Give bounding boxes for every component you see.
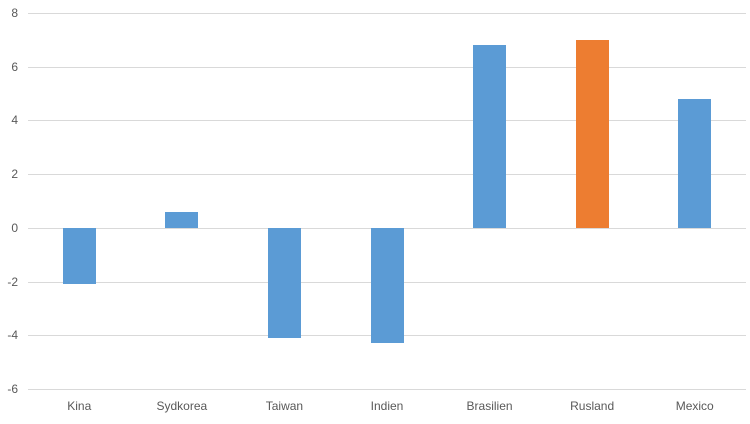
x-axis-category-label: Rusland [570,399,615,413]
gridline [28,13,746,14]
y-axis-tick-label: -4 [7,328,18,343]
y-axis-tick-label: 4 [11,113,18,128]
x-axis-category-label: Mexico [675,399,714,413]
gridline [28,174,746,176]
bar-rusland[interactable] [575,39,609,228]
y-axis-tick-label: 8 [11,6,18,20]
y-axis-tick-label: 2 [11,167,18,182]
bar-sydkorea[interactable] [165,211,199,228]
gridline [28,66,746,68]
bar-kina[interactable] [62,227,96,285]
x-axis-category-label: Brasilien [466,399,513,413]
bar-mexico[interactable] [678,98,712,228]
y-axis-tick-label: 6 [11,59,18,74]
y-axis-tick-label: -6 [7,382,18,396]
x-axis-category-label: Taiwan [265,399,304,413]
y-axis-tick-label: 0 [11,220,18,235]
bar-brasilien[interactable] [473,45,507,228]
x-axis-category-label: Kina [67,399,92,413]
gridline [28,389,746,390]
y-axis-tick-label: -2 [7,274,18,289]
x-axis-category-label: Indien [370,399,404,413]
gridline [28,120,746,122]
bar-indien[interactable] [370,227,404,344]
bar-taiwan[interactable] [267,227,301,338]
x-axis-category-label: Sydkorea [156,399,208,413]
